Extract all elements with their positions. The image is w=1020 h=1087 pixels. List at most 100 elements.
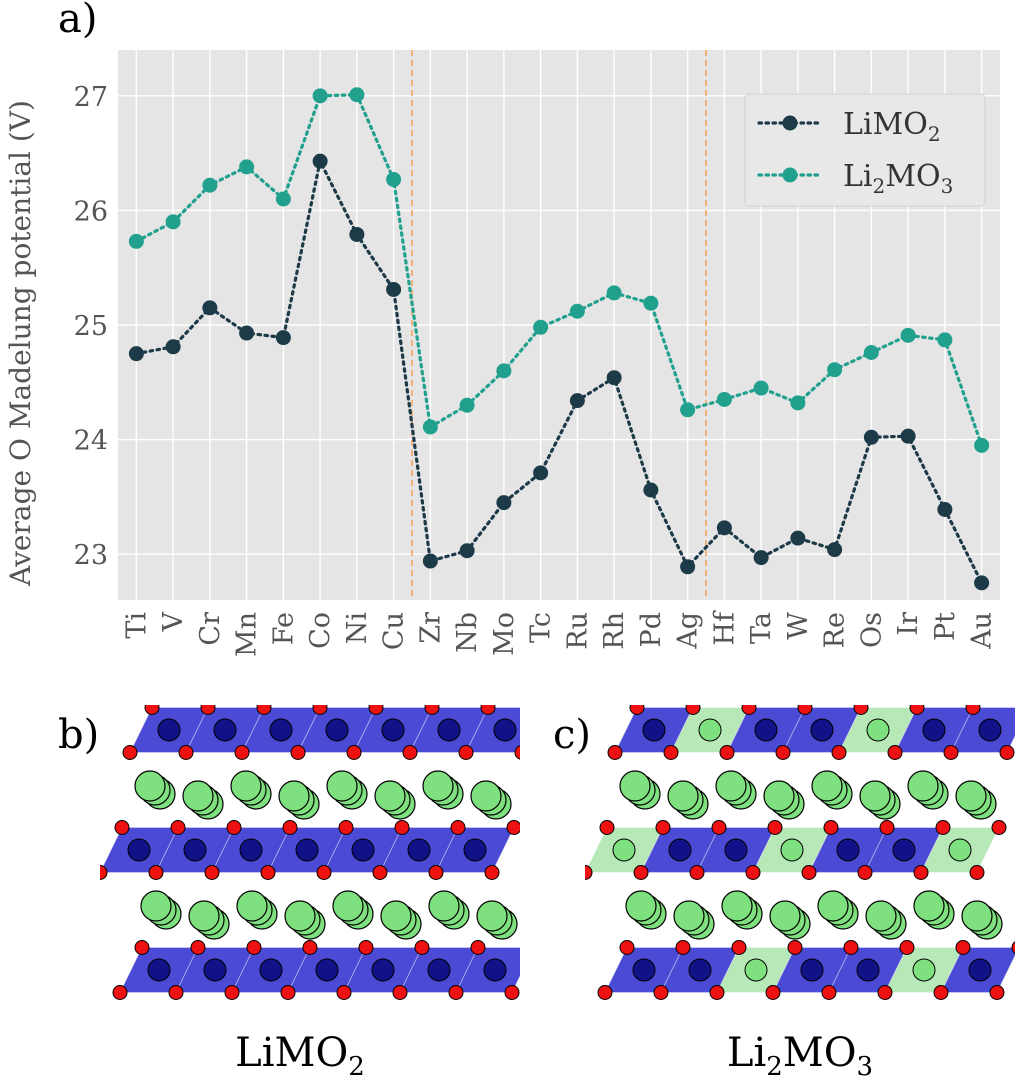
data-point-LiMO2 (827, 542, 843, 558)
oxygen-atom (484, 865, 500, 880)
panel-c-label: c) (553, 712, 592, 758)
data-point-Li2MO3 (459, 397, 475, 413)
li-atom (744, 958, 768, 982)
oxygen-atom (801, 865, 817, 880)
li-atom (961, 900, 993, 932)
oxygen-atom (653, 985, 669, 1000)
oxygen-atom (689, 865, 705, 880)
li2mo3-caption-sub2: 3 (856, 1052, 874, 1082)
legend-marker (782, 115, 798, 131)
oxygen-atom (585, 865, 593, 880)
oxygen-atom (955, 940, 971, 955)
li-atom (673, 900, 705, 932)
metal-atom (203, 958, 227, 982)
oxygen-atom (480, 705, 496, 715)
li-atom (140, 890, 172, 922)
li-atom (612, 838, 636, 862)
x-tick-label: Ir (893, 612, 924, 636)
data-point-LiMO2 (422, 553, 438, 569)
x-tick-label: Pt (930, 612, 961, 641)
x-tick-label: Fe (268, 612, 299, 645)
metal-atom (724, 838, 748, 862)
data-point-Li2MO3 (349, 87, 365, 103)
data-point-Li2MO3 (386, 171, 402, 187)
li-atom (667, 780, 699, 812)
metal-atom (427, 958, 451, 982)
data-point-LiMO2 (128, 346, 144, 362)
oxygen-atom (256, 705, 272, 715)
li-atom (948, 838, 972, 862)
oxygen-atom (394, 820, 410, 835)
data-point-LiMO2 (937, 501, 953, 517)
data-point-LiMO2 (863, 429, 879, 445)
oxygen-atom (823, 820, 839, 835)
metal-atom (968, 958, 992, 982)
li-atom (721, 890, 753, 922)
li-atom (955, 780, 987, 812)
li-atom (913, 890, 945, 922)
x-tick-label: Zr (415, 612, 446, 644)
li-atom (476, 900, 508, 932)
metal-atom (381, 718, 405, 742)
x-tick-label: Os (856, 612, 887, 648)
oxygen-atom (368, 705, 384, 715)
limo2-caption: LiMO2 (200, 1030, 400, 1082)
data-point-Li2MO3 (202, 177, 218, 193)
li-atom (236, 890, 268, 922)
oxygen-atom (290, 745, 306, 760)
oxygen-atom (991, 820, 1007, 835)
data-point-LiMO2 (386, 281, 402, 297)
data-point-Li2MO3 (643, 295, 659, 311)
panel-a-label: a) (58, 0, 98, 42)
metal-atom (147, 958, 171, 982)
oxygen-atom (787, 940, 803, 955)
data-point-Li2MO3 (716, 391, 732, 407)
li-atom (763, 780, 795, 812)
x-tick-label: Mo (489, 612, 520, 656)
x-tick-label: Ta (746, 612, 777, 644)
x-tick-label: Ni (342, 612, 373, 645)
oxygen-atom (655, 820, 671, 835)
y-tick-label: 23 (74, 540, 108, 571)
data-point-Li2MO3 (606, 285, 622, 301)
oxygen-atom (336, 985, 352, 1000)
data-point-Li2MO3 (790, 395, 806, 411)
oxygen-atom (448, 985, 464, 1000)
data-point-LiMO2 (165, 339, 181, 355)
metal-atom (810, 718, 834, 742)
metal-atom (922, 718, 946, 742)
oxygen-atom (879, 820, 895, 835)
oxygen-atom (312, 705, 328, 715)
li-atom (326, 770, 358, 802)
data-point-LiMO2 (275, 330, 291, 346)
x-tick-label: Pd (636, 612, 667, 647)
legend-box (744, 93, 986, 207)
oxygen-atom (719, 745, 735, 760)
oxygen-atom (629, 705, 645, 715)
metal-atom (157, 718, 181, 742)
metal-atom (642, 718, 666, 742)
limo2-crystal-structure (100, 705, 520, 1000)
metal-atom (632, 958, 656, 982)
oxygen-atom (112, 985, 128, 1000)
oxygen-atom (114, 820, 130, 835)
li-atom (470, 780, 502, 812)
limo2-caption-sub: 2 (348, 1052, 365, 1082)
oxygen-atom (402, 745, 418, 760)
oxygen-atom (943, 745, 959, 760)
x-tick-label: W (783, 612, 814, 640)
oxygen-atom (685, 705, 701, 715)
metal-atom (315, 958, 339, 982)
li-atom (780, 838, 804, 862)
oxygen-atom (224, 985, 240, 1000)
oxygen-atom (392, 985, 408, 1000)
data-point-LiMO2 (459, 543, 475, 559)
oxygen-atom (899, 940, 915, 955)
oxygen-atom (134, 940, 150, 955)
data-point-Li2MO3 (680, 402, 696, 418)
li-atom (422, 770, 454, 802)
y-tick-label: 26 (74, 196, 108, 227)
oxygen-atom (424, 705, 440, 715)
li2mo3-caption: Li2MO3 (690, 1030, 910, 1082)
oxygen-atom (597, 985, 613, 1000)
